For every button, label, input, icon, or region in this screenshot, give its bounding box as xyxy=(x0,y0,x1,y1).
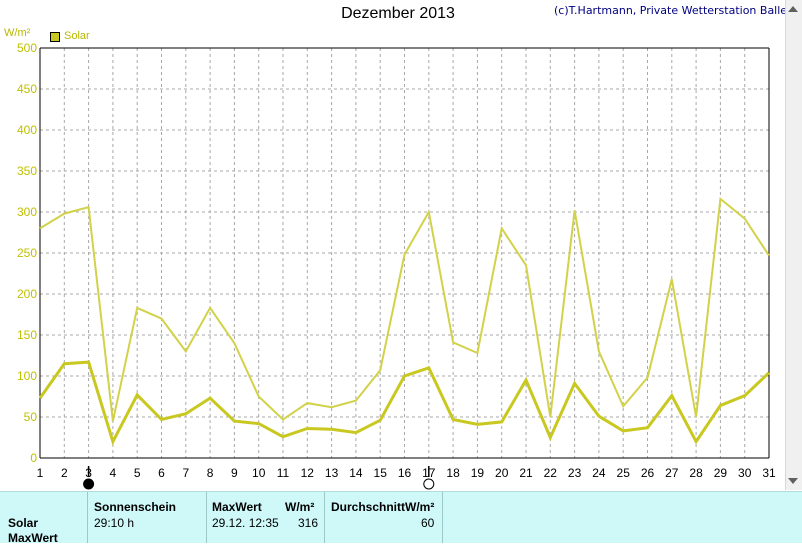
x-tick-label: 5 xyxy=(134,466,141,480)
x-tick-label: 22 xyxy=(544,466,558,480)
series-line-maxwert xyxy=(39,196,770,422)
table-divider xyxy=(206,492,207,543)
full-moon-icon xyxy=(423,478,435,490)
average-header: DurchschnittW/m² xyxy=(331,500,435,514)
x-tick-label: 31 xyxy=(762,466,776,480)
legend-label: Solar xyxy=(64,30,90,42)
sunshine-value: 29:10 h xyxy=(94,516,135,530)
x-tick-label: 24 xyxy=(592,466,606,480)
x-tick-label: 8 xyxy=(207,466,214,480)
maxwert-time: 29.12. 12:35 xyxy=(212,516,279,530)
table-divider xyxy=(442,492,443,543)
x-tick-label: 7 xyxy=(182,466,189,480)
x-tick-label: 12 xyxy=(301,466,315,480)
y-tick-label: 500 xyxy=(17,41,37,55)
y-tick-label: 0 xyxy=(30,451,37,465)
x-tick-label: 29 xyxy=(714,466,728,480)
x-tick-label: 10 xyxy=(252,466,266,480)
row-label-maxwert: MaxWert xyxy=(8,531,58,545)
vertical-scrollbar[interactable] xyxy=(785,0,802,490)
x-tick-label: 20 xyxy=(495,466,509,480)
row-label-solar: Solar xyxy=(8,516,39,530)
y-tick-label: 400 xyxy=(17,123,37,137)
copyright-text: (c)T.Hartmann, Private Wetterstation Bal… xyxy=(554,4,802,17)
x-tick-label: 27 xyxy=(665,466,679,480)
x-tick-label: 21 xyxy=(519,466,533,480)
x-tick-label: 28 xyxy=(689,466,703,480)
average-value: 60 xyxy=(421,516,435,530)
summary-table: Sonnenschein 29:10 h MaxWert W/m² 29.12.… xyxy=(0,491,802,545)
maxwert-value: 316 xyxy=(298,516,319,530)
y-tick-label: 300 xyxy=(17,205,37,219)
maxwert-unit: W/m² xyxy=(285,500,315,514)
chart-title: Dezember 2013 xyxy=(341,5,455,22)
x-tick-label: 9 xyxy=(231,466,238,480)
x-tick-label: 15 xyxy=(374,466,388,480)
scroll-up-arrow-icon[interactable] xyxy=(788,6,798,12)
x-tick-label: 25 xyxy=(617,466,631,480)
y-tick-label: 200 xyxy=(17,287,37,301)
y-tick-label: 50 xyxy=(24,410,38,424)
table-divider xyxy=(87,492,88,543)
y-axis-unit-label: W/m² xyxy=(4,27,31,39)
x-tick-label: 13 xyxy=(325,466,339,480)
x-tick-label: 14 xyxy=(349,466,363,480)
x-tick-label: 19 xyxy=(471,466,485,480)
new-moon-icon xyxy=(83,478,95,490)
solar-line-chart: 0501001502002503003504004505001234567891… xyxy=(17,41,776,490)
y-tick-label: 100 xyxy=(17,369,37,383)
x-tick-label: 1 xyxy=(37,466,44,480)
x-tick-label: 4 xyxy=(110,466,117,480)
maxwert-header: MaxWert xyxy=(212,500,262,514)
x-tick-label: 16 xyxy=(398,466,412,480)
scroll-down-arrow-icon[interactable] xyxy=(788,478,798,484)
x-tick-label: 18 xyxy=(446,466,460,480)
x-tick-label: 6 xyxy=(158,466,165,480)
x-tick-label: 23 xyxy=(568,466,582,480)
y-tick-label: 450 xyxy=(17,82,37,96)
x-tick-label: 26 xyxy=(641,466,655,480)
x-tick-label: 11 xyxy=(277,466,290,480)
x-tick-label: 30 xyxy=(738,466,752,480)
sunshine-header: Sonnenschein xyxy=(94,500,177,514)
y-tick-label: 350 xyxy=(17,164,37,178)
table-divider xyxy=(324,492,325,543)
x-tick-label: 2 xyxy=(61,466,68,480)
legend-swatch xyxy=(50,32,60,42)
y-tick-label: 150 xyxy=(17,328,37,342)
series-line-solar xyxy=(38,360,771,446)
y-tick-label: 250 xyxy=(17,246,37,260)
